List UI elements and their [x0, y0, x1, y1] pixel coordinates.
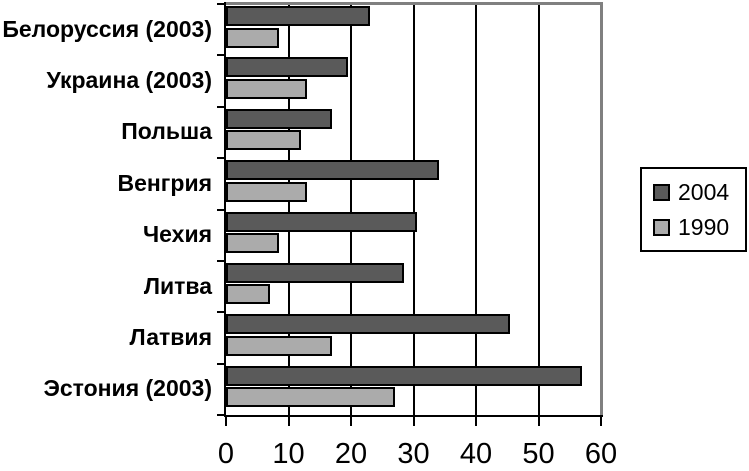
x-tick-label: 50	[522, 438, 555, 470]
category-label: Литва	[143, 272, 212, 299]
category-tick	[217, 311, 225, 314]
x-tick	[537, 417, 540, 426]
category-tick	[217, 208, 225, 211]
legend-label: 1990	[678, 213, 730, 240]
x-tick-label: 20	[334, 438, 368, 470]
category-tick	[217, 105, 225, 108]
category-tick	[217, 3, 225, 5]
x-tick-label: 0	[217, 438, 235, 470]
bar-2004	[226, 160, 439, 181]
category-label: Венгрия	[117, 169, 212, 196]
bar-1990	[226, 335, 333, 356]
x-tick	[225, 417, 227, 426]
x-tick	[287, 417, 290, 426]
gridline	[412, 4, 415, 415]
category-label: Эстония (2003)	[43, 375, 213, 402]
category-label: Чехия	[143, 221, 212, 248]
bar-1990	[226, 387, 395, 408]
bar-2004	[226, 57, 348, 78]
bar-2004	[226, 314, 511, 335]
x-tick-label: 40	[459, 438, 493, 470]
bar-2004	[226, 211, 417, 232]
bar-2004	[226, 262, 405, 283]
bar-1990	[226, 181, 308, 202]
gridline	[475, 4, 477, 415]
value-axis-line	[224, 415, 603, 417]
category-label: Украина (2003)	[46, 67, 212, 94]
plot-border-right	[600, 2, 603, 417]
x-tick	[600, 417, 602, 426]
x-tick-label: 10	[272, 438, 305, 470]
bar-1990	[226, 130, 301, 151]
legend: 2004 1990	[640, 167, 747, 252]
legend-item: 1990	[653, 213, 745, 240]
category-tick	[217, 54, 225, 57]
legend-label: 2004	[678, 178, 730, 205]
legend-swatch-1990	[653, 218, 670, 236]
x-tick	[350, 417, 352, 426]
category-tick	[217, 362, 225, 365]
x-tick	[412, 417, 415, 426]
category-label: Латвия	[129, 323, 212, 350]
x-tick	[475, 417, 477, 426]
x-tick-label: 30	[397, 438, 430, 470]
bar-2004	[226, 108, 333, 129]
bar-2004	[226, 365, 583, 386]
plot-border-top	[224, 2, 603, 5]
legend-swatch-2004	[653, 183, 670, 201]
category-tick	[217, 157, 225, 160]
bar-1990	[226, 233, 280, 253]
category-label: Польша	[121, 118, 212, 145]
legend-item: 2004	[653, 178, 745, 205]
bar-2004	[226, 6, 370, 26]
bar-1990	[226, 284, 270, 305]
gridline	[537, 4, 540, 415]
category-label: Белоруссия (2003)	[2, 15, 212, 42]
gridline	[287, 4, 290, 415]
x-tick-label: 60	[584, 438, 618, 470]
category-tick	[217, 259, 225, 262]
category-tick	[217, 414, 225, 416]
bar-1990	[226, 27, 280, 48]
bar-1990	[226, 78, 308, 99]
category-axis-line	[224, 2, 226, 417]
gridline	[350, 4, 352, 415]
